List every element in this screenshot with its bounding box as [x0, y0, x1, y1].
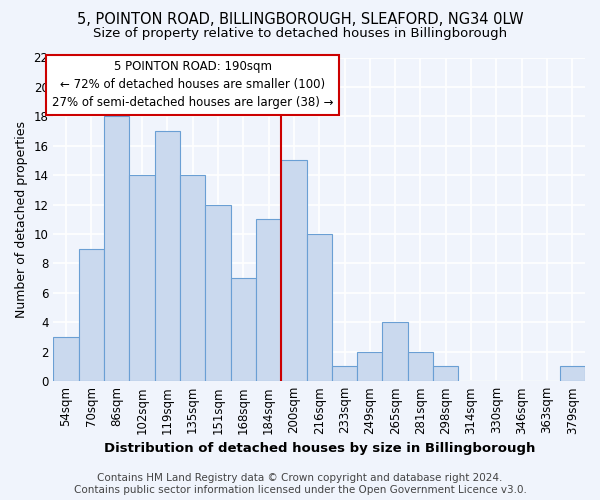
Bar	[155, 131, 180, 381]
Text: 5 POINTON ROAD: 190sqm
← 72% of detached houses are smaller (100)
27% of semi-de: 5 POINTON ROAD: 190sqm ← 72% of detached…	[52, 60, 334, 110]
Bar	[281, 160, 307, 381]
Bar	[307, 234, 332, 381]
Bar	[332, 366, 357, 381]
Bar	[357, 352, 382, 381]
Text: Contains HM Land Registry data © Crown copyright and database right 2024.
Contai: Contains HM Land Registry data © Crown c…	[74, 474, 526, 495]
Text: 5, POINTON ROAD, BILLINGBOROUGH, SLEAFORD, NG34 0LW: 5, POINTON ROAD, BILLINGBOROUGH, SLEAFOR…	[77, 12, 523, 28]
Text: Size of property relative to detached houses in Billingborough: Size of property relative to detached ho…	[93, 28, 507, 40]
Bar	[433, 366, 458, 381]
Bar	[53, 337, 79, 381]
X-axis label: Distribution of detached houses by size in Billingborough: Distribution of detached houses by size …	[104, 442, 535, 455]
Y-axis label: Number of detached properties: Number of detached properties	[15, 121, 28, 318]
Bar	[104, 116, 130, 381]
Bar	[408, 352, 433, 381]
Bar	[382, 322, 408, 381]
Bar	[256, 220, 281, 381]
Bar	[230, 278, 256, 381]
Bar	[205, 204, 230, 381]
Bar	[130, 175, 155, 381]
Bar	[180, 175, 205, 381]
Bar	[79, 249, 104, 381]
Bar	[560, 366, 585, 381]
